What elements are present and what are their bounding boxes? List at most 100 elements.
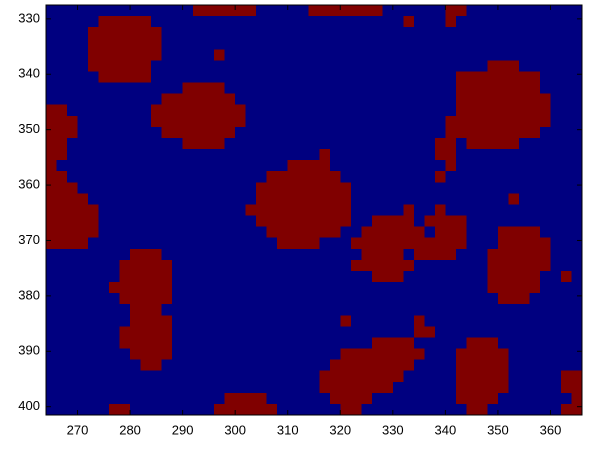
image-cell [456, 60, 467, 72]
image-cell [414, 83, 425, 95]
image-cell [57, 149, 68, 161]
image-cell [561, 404, 572, 416]
image-cell [267, 5, 278, 17]
image-cell [529, 116, 540, 128]
image-cell [120, 271, 131, 283]
image-cell [519, 282, 530, 294]
image-cell [267, 138, 278, 150]
image-cell [130, 116, 141, 128]
image-cell [403, 127, 414, 139]
image-cell [540, 337, 551, 349]
image-cell [67, 5, 78, 17]
image-cell [424, 60, 435, 72]
image-cell [508, 193, 519, 205]
image-cell [361, 182, 372, 194]
image-cell [340, 71, 351, 83]
image-cell [540, 138, 551, 150]
image-cell [109, 204, 120, 216]
image-cell [225, 326, 236, 338]
image-cell [162, 315, 173, 327]
image-cell [46, 171, 57, 183]
image-cell [393, 204, 404, 216]
image-cell [88, 60, 99, 72]
image-cell [46, 138, 57, 150]
image-cell [99, 16, 110, 28]
image-cell [204, 337, 215, 349]
image-cell [162, 227, 173, 239]
image-cell [225, 337, 236, 349]
x-tick-label: 360 [540, 422, 562, 437]
image-cell [330, 304, 341, 316]
image-cell [151, 5, 162, 17]
image-cell [99, 94, 110, 106]
image-cell [351, 382, 362, 394]
image-cell [540, 204, 551, 216]
image-cell [561, 271, 572, 283]
image-cell [571, 260, 582, 272]
image-cell [382, 293, 393, 305]
image-cell [256, 83, 267, 95]
image-cell [120, 304, 131, 316]
image-cell [162, 160, 173, 172]
image-cell [214, 149, 225, 161]
image-cell [172, 349, 183, 361]
image-cell [351, 127, 362, 139]
image-cell [225, 360, 236, 372]
image-cell [214, 16, 225, 28]
image-cell [235, 326, 246, 338]
image-cell [540, 16, 551, 28]
image-cell [99, 260, 110, 272]
image-cell [393, 160, 404, 172]
image-cell [183, 249, 194, 261]
image-cell [414, 160, 425, 172]
image-cell [330, 138, 341, 150]
image-cell [540, 360, 551, 372]
image-cell [78, 271, 89, 283]
image-cell [382, 38, 393, 50]
image-cell [372, 60, 383, 72]
image-cell [298, 371, 309, 383]
image-cell [120, 293, 131, 305]
image-cell [477, 282, 488, 294]
image-cell [225, 293, 236, 305]
image-cell [298, 382, 309, 394]
image-cell [529, 337, 540, 349]
image-cell [508, 171, 519, 183]
image-cell [340, 138, 351, 150]
image-cell [487, 138, 498, 150]
image-cell [120, 149, 131, 161]
image-cell [298, 360, 309, 372]
image-cell [130, 216, 141, 228]
image-cell [67, 182, 78, 194]
image-cell [550, 360, 561, 372]
image-cell [225, 315, 236, 327]
image-cell [414, 38, 425, 50]
image-cell [330, 127, 341, 139]
image-cell [477, 49, 488, 61]
image-cell [340, 371, 351, 383]
image-cell [519, 271, 530, 283]
image-cell [445, 360, 456, 372]
image-cell [319, 304, 330, 316]
image-cell [130, 182, 141, 194]
image-cell [130, 382, 141, 394]
image-cell [151, 38, 162, 50]
image-cell [330, 216, 341, 228]
image-cell [466, 271, 477, 283]
image-cell [204, 382, 215, 394]
image-cell [57, 216, 68, 228]
image-cell [351, 94, 362, 106]
image-cell [120, 182, 131, 194]
image-cell [67, 38, 78, 50]
image-cell [487, 116, 498, 128]
image-cell [172, 271, 183, 283]
image-cell [225, 182, 236, 194]
image-cell [508, 94, 519, 106]
image-cell [267, 271, 278, 283]
image-cell [508, 304, 519, 316]
image-cell [571, 27, 582, 39]
image-cell [183, 16, 194, 28]
image-cell [151, 337, 162, 349]
image-cell [214, 83, 225, 95]
image-cell [99, 182, 110, 194]
